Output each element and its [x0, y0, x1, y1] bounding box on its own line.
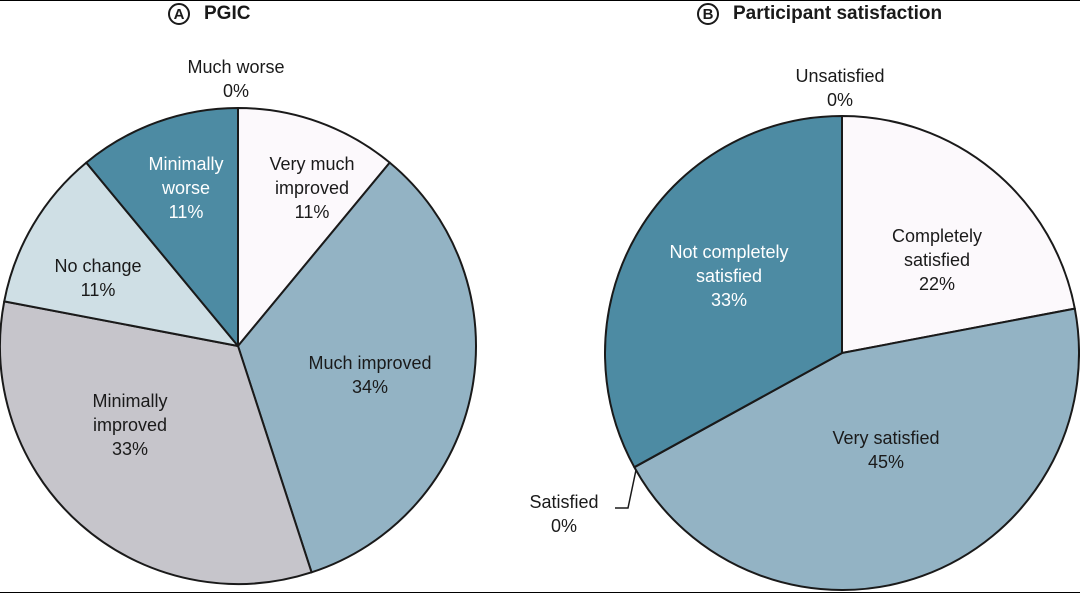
slice-label-line: improved [275, 178, 349, 198]
pie-slice-very-much-improved [237, 107, 391, 347]
leader-line-satisfied [615, 469, 637, 509]
panel-a-letter: A [168, 3, 190, 25]
slice-label-no-change: No change 11% [54, 256, 141, 300]
panel-b-title-text: Participant satisfaction [733, 3, 943, 24]
slice-label-line: 11% [81, 280, 116, 300]
slice-label-line: 0% [223, 81, 249, 101]
slice-label-line: Very much [269, 154, 354, 174]
slice-label-line: 33% [711, 290, 747, 310]
pie-slice-minimally-improved [0, 300, 313, 585]
slice-label-line: Not completely [669, 242, 788, 262]
slice-label-very-much-improved: Very much improved 11% [269, 154, 354, 222]
pie-slice-not-completely-satisfied [604, 115, 843, 469]
slice-label-line: 34% [352, 377, 388, 397]
slice-label-line: Much improved [308, 353, 431, 373]
slice-label-completely-satisfied: Completely satisfied 22% [892, 226, 982, 294]
slice-label-line: Minimally [148, 154, 223, 174]
pie-slice-very-satisfied [633, 307, 1080, 591]
slice-label-line: satisfied [696, 266, 762, 286]
slice-label-satisfied: Satisfied 0% [529, 492, 598, 536]
panel-b-title: B Participant satisfaction [697, 3, 942, 25]
slice-label-line: No change [54, 256, 141, 276]
slice-label-line: Completely [892, 226, 982, 246]
slice-label-line: Satisfied [529, 492, 598, 512]
slice-label-much-worse: Much worse 0% [187, 57, 284, 101]
slice-label-line: improved [93, 415, 167, 435]
slice-label-line: 22% [919, 274, 955, 294]
slice-label-line: Minimally [92, 391, 167, 411]
panel-b-letter: B [697, 3, 719, 25]
slice-label-line: Much worse [187, 57, 284, 77]
pie-slice-completely-satisfied [841, 115, 1076, 354]
top-border [0, 0, 1080, 1]
slice-label-line: 45% [868, 452, 904, 472]
slice-label-line: 0% [551, 516, 577, 536]
slice-label-line: Unsatisfied [795, 66, 884, 86]
pie-slice-no-change [3, 161, 239, 347]
slice-label-minimally-worse: Minimally worse 11% [148, 154, 223, 222]
panel-a-title-text: PGIC [204, 3, 251, 24]
slice-label-line: satisfied [904, 250, 970, 270]
slice-label-unsatisfied: Unsatisfied 0% [795, 66, 884, 110]
slice-label-line: 11% [295, 202, 330, 222]
slice-label-much-improved: Much improved 34% [308, 353, 431, 397]
slice-label-line: Very satisfied [832, 428, 939, 448]
slice-label-line: worse [161, 178, 210, 198]
panel-a-title: A PGIC [168, 3, 250, 25]
slice-label-line: 33% [112, 439, 148, 459]
slice-label-not-completely-satisfied: Not completely satisfied 33% [669, 242, 788, 310]
pie-chart-satisfaction: Completely satisfied 22% Very satisfied 45% S… [529, 66, 1080, 591]
pie-chart-pgic: Very much improved 11% Much improved 34% Mini… [0, 57, 477, 585]
pie-slice-minimally-worse [85, 107, 239, 347]
slice-label-line: 11% [169, 202, 204, 222]
slice-label-minimally-improved: Minimally improved 33% [92, 391, 167, 459]
slice-label-very-satisfied: Very satisfied 45% [832, 428, 939, 472]
slice-label-line: 0% [827, 90, 853, 110]
pie-slice-much-improved [237, 161, 477, 574]
